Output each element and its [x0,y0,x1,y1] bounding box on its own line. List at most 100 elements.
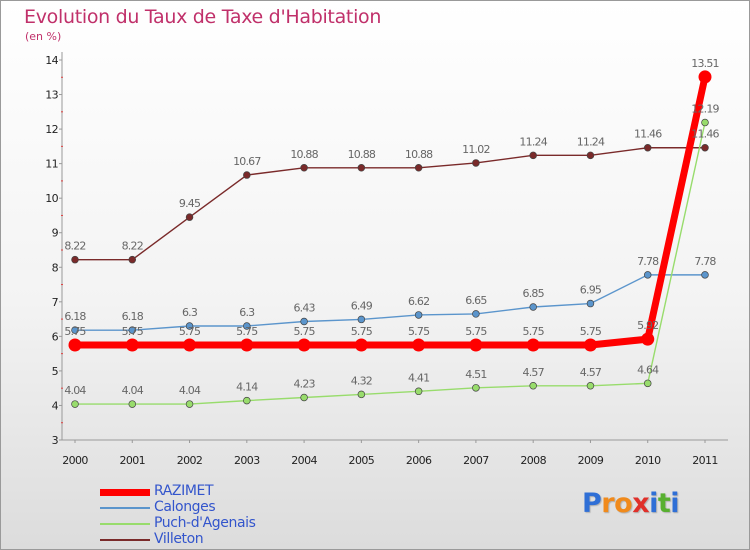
data-point [243,396,251,405]
y-tick-label: 6 [52,330,59,343]
data-point [125,338,139,352]
series-calonges [71,271,709,334]
data-point [414,164,423,172]
data-point [357,164,366,172]
data-point [71,400,79,408]
data-point [414,311,423,319]
data-label: 10.67 [233,155,261,168]
data-point [529,382,537,390]
data-label: 5.75 [465,325,487,338]
x-tick-label: 2000 [62,454,88,467]
data-label: 6.18 [122,310,144,323]
data-label: 6.65 [465,294,487,307]
data-point [583,338,597,352]
proxiti-logo: Proxiti [582,488,680,519]
legend-label: Puch-d'Agenais [154,515,256,531]
data-point [641,332,655,346]
data-point [469,338,483,352]
data-point [643,143,652,152]
data-labels: 8.22 8.22 9.45 10.67 10.88 10.88 10.88 11.02 11.… [64,57,720,397]
data-label: 11.24 [577,135,605,148]
data-point [300,393,308,402]
series-puch-d-agenais [71,118,709,408]
legend-swatch [100,539,150,541]
data-label: 7.78 [637,255,659,268]
data-point [357,315,366,324]
data-point [71,255,79,264]
y-tick-label: 12 [45,123,58,136]
legend-swatch [100,489,150,496]
x-tick-label: 2007 [463,454,489,467]
data-label: 11.46 [691,128,719,141]
data-label: 8.22 [64,240,85,253]
data-label: 11.02 [462,143,490,156]
data-label: 6.95 [580,284,602,297]
data-point [71,326,79,334]
data-label: 12.19 [691,103,719,116]
legend-swatch [100,507,150,509]
logo-letter: o [614,488,633,519]
data-label: 6.62 [408,295,429,308]
series-line-villeton [75,147,705,261]
data-label: 5.75 [580,325,602,338]
data-point [586,151,595,160]
data-point [185,400,194,408]
data-label: 4.04 [179,384,201,397]
data-point [701,271,709,279]
x-tick-label: 2010 [635,454,661,467]
data-point [68,338,82,352]
series-razimet [68,70,712,352]
data-label: 4.04 [122,384,144,397]
x-tick-label: 2005 [349,454,375,467]
logo-letter: i [670,488,680,519]
data-label: 10.88 [348,148,376,161]
legend-label: Calonges [154,499,216,515]
data-label: 5.92 [637,319,658,332]
data-label: 8.22 [122,240,143,253]
data-label: 4.64 [637,363,659,376]
data-label: 5.75 [523,325,545,338]
series-line-calonges [75,274,705,331]
data-point [472,384,480,392]
legend-swatch [100,523,150,525]
x-tick-label: 2011 [692,454,718,467]
data-label: 7.78 [694,255,716,268]
x-tick-label: 2003 [234,454,260,467]
y-tick-label: 14 [45,54,58,67]
data-point [183,338,197,352]
legend-label: Villeton [154,531,204,547]
data-point [357,390,366,399]
data-label: 5.75 [351,325,373,338]
data-label: 5.75 [64,325,86,338]
data-label: 11.46 [634,128,662,141]
logo-letter: i [649,488,658,519]
data-point [297,338,311,352]
data-label: 11.24 [519,135,547,148]
data-point [354,338,368,352]
data-label: 5.75 [179,325,201,338]
data-point [472,159,480,167]
data-label: 4.51 [465,368,486,381]
y-tick-label: 13 [45,89,58,102]
logo-letter: r [601,488,615,519]
series-line-razimet [75,76,709,349]
data-label: 6.43 [293,302,315,315]
data-point [185,213,194,221]
data-point [643,379,652,388]
y-tick-label: 3 [52,434,59,447]
y-tick-label: 9 [52,227,59,240]
logo-letter: P [582,488,602,519]
data-point [300,164,308,172]
data-point [128,255,137,264]
data-point [529,303,537,311]
data-point [243,171,251,179]
data-label: 13.51 [691,57,719,70]
chart-title: Evolution du Taux de Taxe d'Habitation [24,6,382,28]
axes: 3 4 5 6 7 8 9 10 11 12 13 14 2000 2001 2002 2003 2004 200… [45,52,728,467]
data-point [698,70,712,84]
x-tick-label: 2001 [119,454,145,467]
data-label: 4.41 [408,371,429,384]
chart-subtitle: (en %) [25,30,62,43]
data-point [243,322,251,330]
